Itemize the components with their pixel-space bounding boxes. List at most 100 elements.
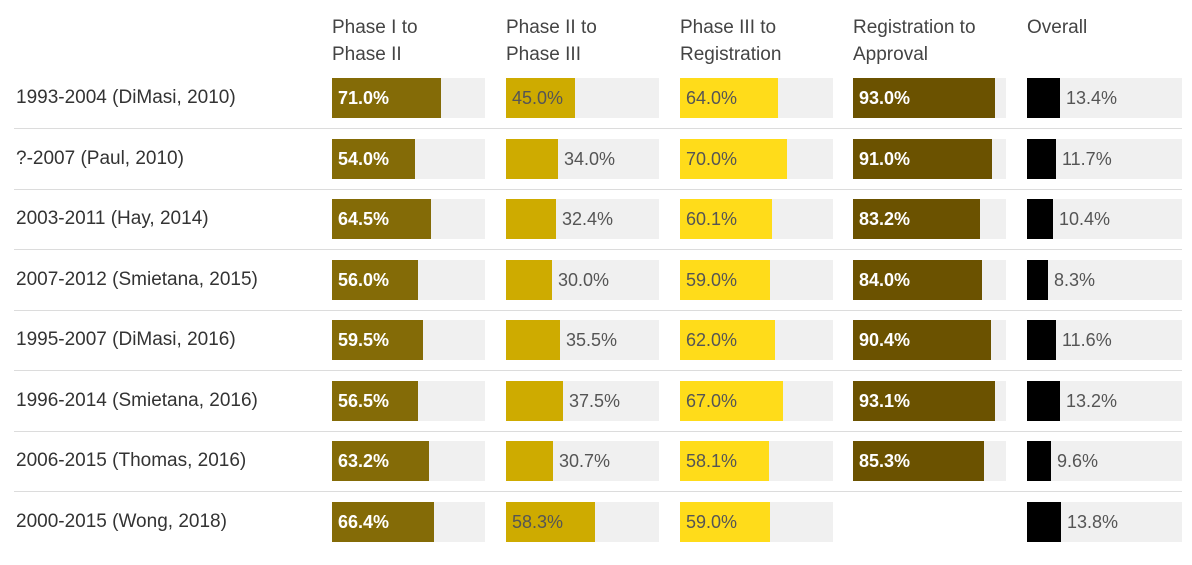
bar-phase2 [506,320,560,360]
value-label-overall: 9.6% [1057,451,1099,471]
bar-phase3 [680,260,770,300]
value-label-phase1: 56.5% [338,391,390,411]
bar-track-phase2: 37.5% [506,381,659,421]
value-label-overall: 13.2% [1066,391,1118,411]
value-label-phase3: 70.0% [686,149,738,169]
bar-phase3 [680,320,775,360]
value-label-registration: 84.0% [859,270,911,290]
row-label: 1993-2004 (DiMasi, 2010) [16,87,236,108]
bar-track-registration: 91.0% [853,139,1006,179]
bar-track-phase3: 67.0% [680,381,833,421]
bar-phase1 [332,260,418,300]
value-label-overall: 13.8% [1067,512,1119,532]
bar-phase2 [506,381,563,421]
bar-track-phase3: 60.1% [680,199,833,239]
value-label-overall: 11.7% [1062,149,1112,169]
bar-track-registration: 84.0% [853,260,1006,300]
value-label-registration: 91.0% [859,149,911,169]
value-label-phase1: 63.2% [338,451,390,471]
bar-track-overall: 10.4% [1027,199,1182,239]
bar-phase1 [332,199,431,239]
bar-track-phase2: 32.4% [506,199,659,239]
value-label-registration: 83.2% [859,209,911,229]
bar-overall [1027,199,1053,239]
bar-phase1 [332,139,415,179]
row-label: ?-2007 (Paul, 2010) [16,148,184,169]
row-separator [14,310,1182,311]
bar-overall [1027,139,1056,179]
bar-phase3 [680,381,783,421]
bar-overall [1027,320,1056,360]
bar-track-registration: 93.0% [853,78,1006,118]
bar-registration [853,260,982,300]
value-label-phase2: 45.0% [512,88,564,108]
row-label: 2007-2012 (Smietana, 2015) [16,269,258,290]
bar-track-phase3: 62.0% [680,320,833,360]
bar-registration [853,139,992,179]
bar-registration [853,381,995,421]
value-label-registration: 85.3% [859,451,911,471]
bar-phase1 [332,381,418,421]
bar-track-phase3: 59.0% [680,502,833,542]
bar-track-phase2: 45.0% [506,78,659,118]
column-header-phase1: Phase I to Phase II [332,17,418,65]
value-label-phase2: 30.7% [559,451,611,471]
value-label-phase1: 71.0% [338,88,390,108]
value-label-overall: 11.6% [1062,330,1112,350]
value-label-phase3: 64.0% [686,88,738,108]
bar-track-overall: 13.2% [1027,381,1182,421]
bar-phase1 [332,78,441,118]
bar-track-phase2: 58.3% [506,502,659,542]
bar-registration [853,320,991,360]
bar-track-phase1: 66.4% [332,502,485,542]
bar-registration [853,78,995,118]
value-label-phase2: 35.5% [566,330,618,350]
bar-track-registration: 93.1% [853,381,1006,421]
bar-track-overall: 11.6% [1027,320,1182,360]
bar-track-phase2: 30.7% [506,441,659,481]
bar-overall [1027,502,1061,542]
value-label-registration: 90.4% [859,330,911,350]
bar-phase2 [506,441,553,481]
bar-track-phase1: 54.0% [332,139,485,179]
value-label-phase1: 66.4% [338,512,390,532]
value-label-phase3: 58.1% [686,451,738,471]
value-label-phase1: 64.5% [338,209,390,229]
value-label-registration: 93.1% [859,391,911,411]
bar-track-overall: 13.8% [1027,502,1182,542]
value-label-phase2: 34.0% [564,149,616,169]
value-label-phase3: 59.0% [686,270,738,290]
value-label-phase1: 54.0% [338,149,390,169]
bar-phase2 [506,260,552,300]
column-header-phase3: Phase III to Registration [680,17,782,65]
value-label-phase3: 62.0% [686,330,738,350]
value-label-phase2: 32.4% [562,209,614,229]
row-label: 2006-2015 (Thomas, 2016) [16,450,247,471]
bar-overall [1027,381,1060,421]
row-separator [14,491,1182,492]
bar-track-phase2: 35.5% [506,320,659,360]
row-label: 2000-2015 (Wong, 2018) [16,511,227,532]
bar-phase3 [680,502,770,542]
bar-registration [853,199,980,239]
bar-track-phase1: 64.5% [332,199,485,239]
row-separator [14,128,1182,129]
bar-phase2 [506,199,556,239]
bar-track-phase3: 70.0% [680,139,833,179]
bar-track-overall: 11.7% [1027,139,1182,179]
bar-phase1 [332,441,429,481]
value-label-overall: 13.4% [1066,88,1118,108]
bar-track-phase3: 64.0% [680,78,833,118]
bar-track-phase2: 30.0% [506,260,659,300]
bar-phase1 [332,320,423,360]
column-header-phase2: Phase II to Phase III [506,17,597,65]
bar-track-phase3: 59.0% [680,260,833,300]
row-separator [14,249,1182,250]
bar-overall [1027,78,1060,118]
bar-track-registration: 90.4% [853,320,1006,360]
value-label-phase2: 58.3% [512,512,564,532]
row-separator [14,189,1182,190]
value-label-phase2: 30.0% [558,270,610,290]
bar-track-registration: 83.2% [853,199,1006,239]
value-label-phase3: 59.0% [686,512,738,532]
